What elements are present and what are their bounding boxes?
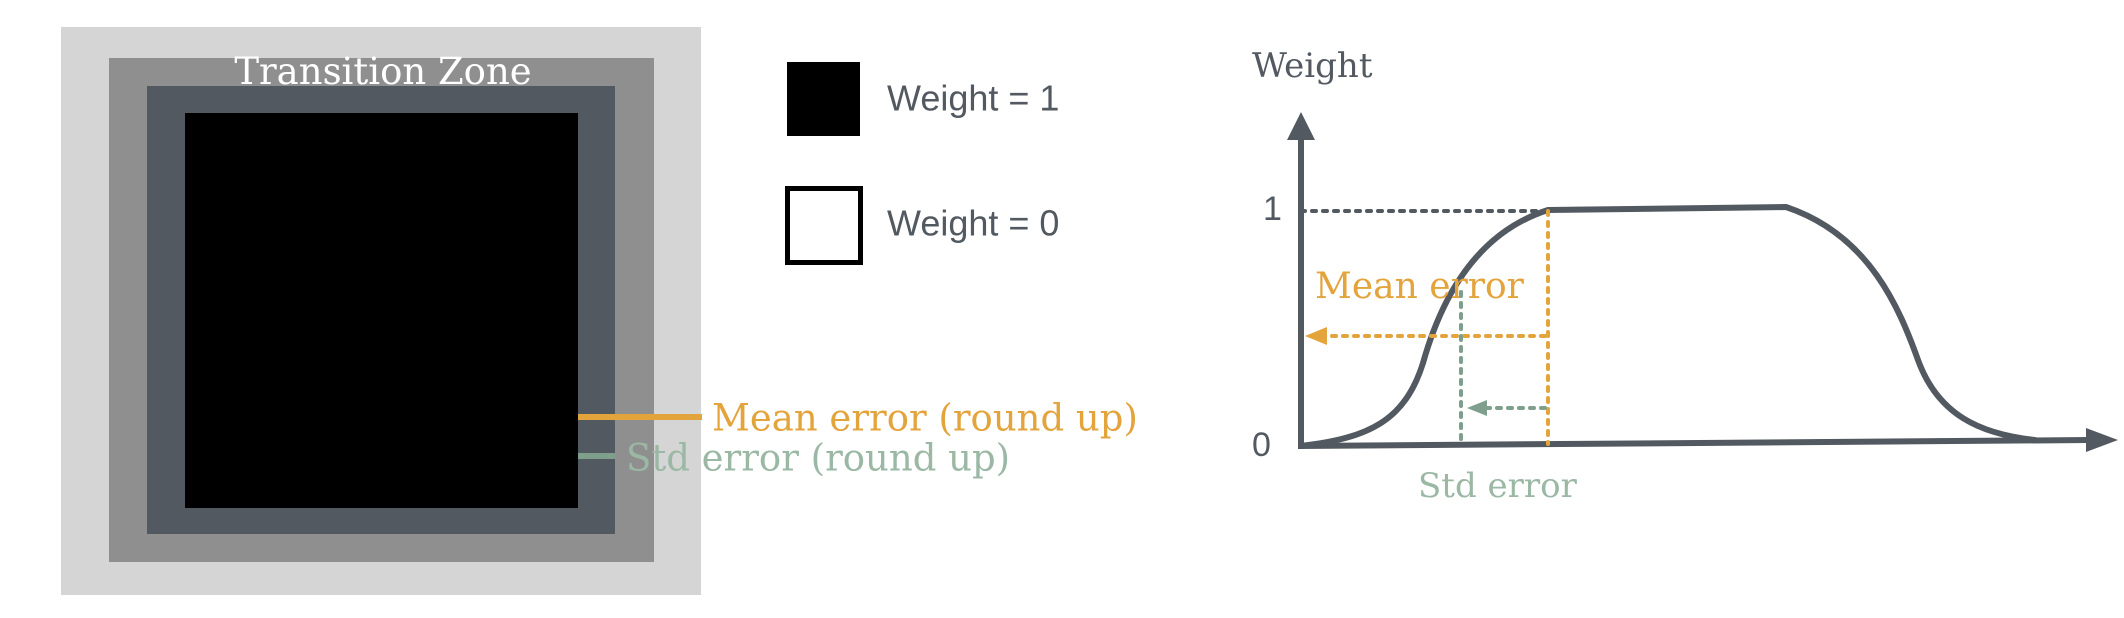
transition-zone-panel: Transition Zone Mean error (round up) St… [61, 27, 1138, 595]
weight-one-label: Weight = 1 [887, 78, 1059, 119]
core-zone [185, 113, 578, 508]
transition-zone-label: Transition Zone [234, 50, 531, 93]
std-error-round-up-label: Std error (round up) [626, 437, 1010, 480]
weight-graph: Weight 1 0 Mean error Std error [1252, 46, 2118, 506]
legend: Weight = 1 Weight = 0 [785, 62, 1059, 265]
weight-zero-swatch [785, 186, 863, 265]
mean-error-label: Mean error [1315, 266, 1525, 307]
std-error-label: Std error [1418, 466, 1578, 506]
weight-curve [1298, 203, 2038, 449]
mean-error-arrowhead [1305, 327, 1327, 345]
weight-zero-label: Weight = 0 [887, 203, 1059, 244]
tick-label-zero: 0 [1252, 426, 1271, 464]
x-axis-arrowhead [2086, 428, 2118, 452]
mean-error-round-up-label: Mean error (round up) [712, 397, 1138, 440]
x-axis [1297, 437, 2091, 449]
tick-label-one: 1 [1263, 190, 1282, 228]
std-error-arrowhead [1467, 400, 1487, 416]
y-axis-arrowhead [1287, 112, 1315, 140]
y-axis-label: Weight [1252, 46, 1373, 86]
weight-one-swatch [787, 62, 860, 136]
